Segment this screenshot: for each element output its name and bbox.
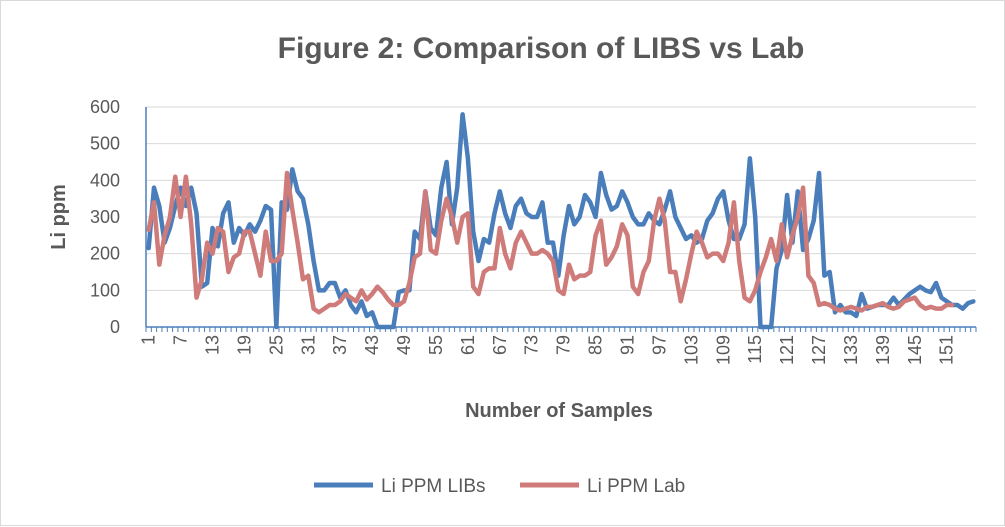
x-tick-label-13: 13 [203, 335, 223, 355]
x-tick-label-127: 127 [809, 335, 829, 365]
x-tick-label-79: 79 [554, 335, 574, 355]
x-tick-label-1: 1 [139, 335, 159, 345]
x-tick-label-37: 37 [330, 335, 350, 355]
x-tick-label-85: 85 [586, 335, 606, 355]
x-tick-label-115: 115 [745, 335, 765, 364]
x-tick-label-97: 97 [649, 335, 669, 355]
x-tick-label-7: 7 [171, 335, 191, 345]
x-tick-label-25: 25 [266, 335, 286, 355]
y-tick-labels: 0 100 200 300 400 500 600 [90, 97, 120, 337]
y-tick-label-0: 0 [110, 317, 120, 337]
x-tick-labels: 1 7 13 19 25 31 37 43 49 55 61 67 73 79 85 91 97 103 109 11… [139, 335, 957, 365]
x-tick-label-43: 43 [362, 335, 382, 355]
x-tick-label-49: 49 [394, 335, 414, 355]
x-axis-title: Number of Samples [465, 400, 653, 422]
y-tick-label-300: 300 [90, 207, 120, 227]
y-tick-label-500: 500 [90, 134, 120, 154]
y-tick-label-100: 100 [90, 280, 120, 300]
legend-label-libs: Li PPM LIBs [381, 476, 486, 497]
legend: Li PPM LIBs Li PPM Lab [314, 476, 685, 497]
y-tick-label-600: 600 [90, 97, 120, 117]
x-tick-label-103: 103 [681, 335, 701, 365]
series-line-lab [146, 170, 955, 315]
x-tick-label-139: 139 [873, 335, 893, 365]
chart-title: Figure 2: Comparison of LIBS vs Lab [278, 32, 805, 65]
x-tick-label-151: 151 [937, 335, 957, 365]
x-tick-label-61: 61 [458, 335, 478, 355]
x-tick-label-91: 91 [618, 335, 638, 355]
x-tick-label-19: 19 [234, 335, 254, 355]
series-line-libs [146, 112, 976, 330]
y-axis-title: Li ppm [48, 184, 70, 250]
x-tick-label-31: 31 [298, 335, 318, 355]
x-tick-label-121: 121 [777, 335, 797, 365]
x-tick-label-133: 133 [841, 335, 861, 365]
x-tick-label-145: 145 [905, 335, 925, 365]
legend-label-lab: Li PPM Lab [587, 476, 685, 497]
series-lines [146, 112, 976, 330]
x-tick-label-55: 55 [426, 335, 446, 355]
y-tick-label-400: 400 [90, 170, 120, 190]
x-tick-label-109: 109 [713, 335, 733, 365]
y-tick-label-200: 200 [90, 244, 120, 264]
x-tick-label-73: 73 [522, 335, 542, 355]
x-tick-label-67: 67 [490, 335, 510, 355]
axes [145, 107, 977, 332]
